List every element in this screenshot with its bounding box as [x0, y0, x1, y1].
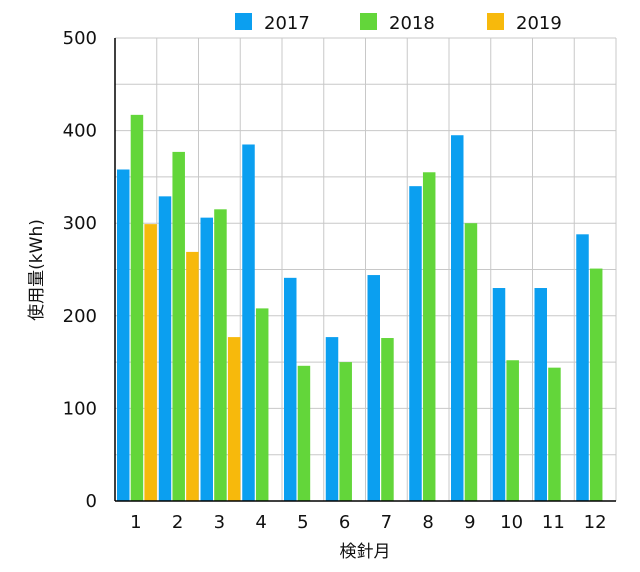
y-tick-label: 300: [63, 213, 97, 234]
x-tick-label: 7: [381, 512, 392, 533]
x-tick-label: 9: [464, 512, 475, 533]
bar-2018-6: [339, 362, 352, 501]
bar-2017-11: [534, 288, 547, 501]
x-tick-label: 11: [542, 512, 565, 533]
bar-2017-7: [367, 275, 380, 501]
bars: [117, 114, 603, 502]
bar-2018-2: [172, 151, 185, 501]
x-tick-label: 5: [297, 512, 308, 533]
bar-2018-5: [297, 365, 311, 501]
bar-2017-4: [242, 144, 255, 502]
bar-2018-12: [589, 268, 603, 501]
bar-2017-12: [576, 234, 589, 501]
x-axis-title: 検針月: [340, 542, 391, 562]
bar-2019-2: [186, 251, 199, 501]
bar-2017-1: [117, 169, 130, 501]
bar-2017-3: [200, 217, 213, 502]
bar-2018-9: [464, 223, 478, 501]
bar-2018-11: [548, 367, 561, 501]
bar-2017-8: [409, 186, 422, 501]
legend: 2017 2018 2019: [235, 13, 562, 34]
bar-2017-9: [451, 135, 464, 502]
bar-2017-10: [492, 288, 506, 501]
bar-2017-2: [158, 196, 172, 501]
y-axis-title: 使用量(kWh): [26, 219, 47, 321]
axes: [114, 38, 616, 502]
x-tick-label: 8: [422, 512, 433, 533]
x-tick-label: 2: [172, 512, 183, 533]
bar-2018-4: [255, 308, 269, 501]
legend-swatch-2019: [487, 13, 504, 30]
legend-label-2019: 2019: [516, 13, 562, 34]
y-tick-label: 500: [63, 28, 97, 49]
bar-2018-7: [381, 338, 394, 501]
y-tick-label: 400: [63, 121, 97, 142]
x-tick-label: 12: [584, 512, 607, 533]
bar-2017-6: [325, 337, 339, 501]
x-tick-label: 1: [130, 512, 141, 533]
bar-2019-3: [227, 337, 241, 501]
x-tick-label: 6: [339, 512, 350, 533]
bar-2019-1: [144, 224, 157, 501]
x-tick-label: 3: [214, 512, 225, 533]
y-tick-labels: 0 100 200 300 400 500: [63, 28, 97, 512]
bar-2017-5: [284, 277, 297, 501]
legend-swatch-2018: [360, 13, 377, 30]
y-tick-label: 100: [63, 398, 97, 419]
x-tick-label: 10: [500, 512, 523, 533]
bar-2018-8: [422, 172, 436, 501]
y-tick-label: 200: [63, 306, 97, 327]
x-tick-labels: 1 2 3 4 5 6 7 8 9 10 11 12: [130, 512, 606, 533]
y-tick-label: 0: [86, 491, 97, 512]
legend-label-2018: 2018: [389, 13, 435, 34]
x-tick-label: 4: [255, 512, 266, 533]
bar-2018-3: [214, 209, 227, 501]
legend-label-2017: 2017: [264, 13, 310, 34]
bar-2018-1: [130, 114, 144, 501]
bar-2018-10: [506, 360, 519, 501]
legend-swatch-2017: [235, 13, 252, 30]
